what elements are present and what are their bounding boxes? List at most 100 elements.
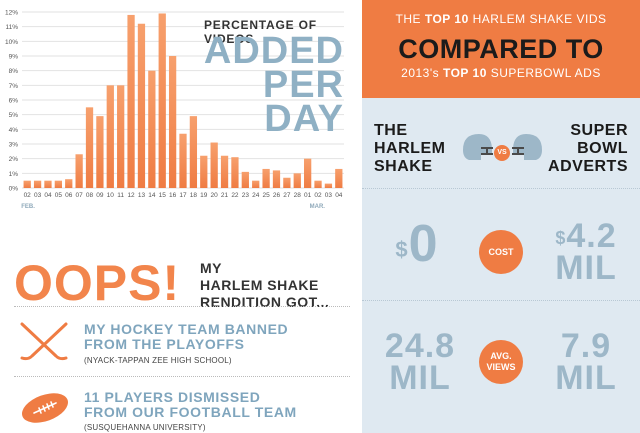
- right-views-unit: MIL: [555, 359, 617, 397]
- divider: [362, 300, 640, 301]
- x-tick-label: 02: [314, 192, 322, 199]
- x-tick-label: 22: [231, 192, 239, 199]
- x-tick-label: 15: [159, 192, 167, 199]
- bar-21-19: [220, 155, 229, 188]
- x-tick-label: 03: [34, 192, 42, 199]
- bar-05-3: [54, 180, 62, 188]
- x-tick-label: 06: [65, 192, 73, 199]
- oops-text: MY HARLEM SHAKE RENDITION GOT...: [200, 260, 350, 311]
- y-tick-label: 5%: [9, 112, 19, 119]
- x-tick-label: 02: [24, 192, 32, 199]
- item-1-subtitle: (NYACK-TAPPAN ZEE HIGH SCHOOL): [84, 356, 232, 365]
- right-team-line-3: ADVERTS: [548, 158, 628, 175]
- divider: [362, 188, 640, 189]
- item-2-subtitle: (SUSQUEHANNA UNIVERSITY): [84, 423, 206, 432]
- bar-14-12: [148, 70, 156, 188]
- bar-04-2: [44, 180, 52, 188]
- left-panel: 0% 1% 2% 3% 4% 5% 6% 7% 8% 9% 10% 11% 12% 02 03 04 05 06 0…: [4, 9, 350, 432]
- right-cost-unit: MIL: [555, 249, 617, 287]
- chart-title: PERCENTAGE OF VIDEOS: [204, 18, 317, 46]
- x-tick-label: 04: [44, 192, 52, 199]
- left-views-value: 24.8 MIL: [370, 327, 470, 397]
- divider: [14, 376, 350, 377]
- bar-03-29: [324, 183, 333, 188]
- oops-heading: OOPS!: [14, 255, 181, 311]
- x-tick-label: 03: [325, 192, 333, 199]
- left-team-line-1: THE: [374, 122, 408, 139]
- bar-02-28: [314, 180, 322, 188]
- header-line-3-bold: TOP 10: [442, 66, 487, 80]
- left-cost-symbol: $: [395, 237, 409, 262]
- chart-title-big: ADDED PER DAY: [174, 32, 344, 138]
- x-tick-label: 26: [273, 192, 281, 199]
- item-2-title: 11 PLAYERS DISMISSED FROM OUR FOOTBALL T…: [84, 390, 297, 420]
- oops-text-line-3: RENDITION GOT...: [200, 294, 330, 310]
- right-cost-symbol: $: [555, 228, 567, 248]
- oops-text-line-1: MY: [200, 260, 222, 276]
- x-tick-label: 04: [335, 192, 343, 199]
- bar-13-11: [137, 23, 146, 188]
- bar-17-15: [179, 133, 187, 188]
- x-tick-label: 24: [252, 192, 260, 199]
- left-views-number: 24.8: [384, 327, 456, 365]
- bar-22-20: [231, 157, 239, 188]
- header-line-3: 2013's TOP 10 SUPERBOWL ADS: [362, 66, 640, 80]
- views-badge-line-2: VIEWS: [486, 362, 516, 372]
- bar-24-22: [252, 180, 260, 188]
- item-1-title-line-1: MY HOCKEY TEAM BANNED: [84, 321, 289, 337]
- month-label: FEB.: [21, 204, 35, 210]
- x-tick-label: 18: [190, 192, 198, 199]
- x-tick-label: 09: [96, 192, 104, 199]
- x-tick-label: 20: [211, 192, 219, 199]
- hockey-sticks-icon: [20, 322, 68, 361]
- item-1-title: MY HOCKEY TEAM BANNED FROM THE PLAYOFFS: [84, 322, 288, 352]
- y-tick-label: 3%: [9, 142, 19, 149]
- bar-20-18: [210, 142, 218, 188]
- y-tick-label: 8%: [9, 68, 19, 75]
- bar-06-4: [65, 179, 73, 188]
- bar-03-1: [33, 180, 42, 188]
- header-line-3-post: SUPERBOWL ADS: [486, 66, 601, 80]
- football-icon: [22, 393, 68, 423]
- item-2-title-line-1: 11 PLAYERS DISMISSED: [84, 389, 261, 405]
- x-tick-label: 11: [117, 192, 124, 199]
- header-line-3-pre: 2013's: [401, 66, 443, 80]
- right-cost-number: 4.2: [566, 217, 617, 255]
- bar-27-25: [283, 177, 291, 188]
- left-cost-number: 0: [408, 215, 439, 273]
- header-line-1-bold: TOP 10: [424, 12, 469, 26]
- cost-badge: COST: [479, 230, 523, 274]
- y-tick-label: 10%: [5, 39, 18, 46]
- views-badge-line-1: AVG.: [490, 351, 512, 361]
- x-tick-label: 08: [86, 192, 94, 199]
- item-1-title-line-2: FROM THE PLAYOFFS: [84, 336, 245, 352]
- left-team-line-3: SHAKE: [374, 158, 433, 175]
- x-tick-label: 07: [76, 192, 84, 199]
- x-tick-label: 05: [55, 192, 63, 199]
- bar-07-5: [75, 154, 83, 188]
- left-team-line-2: HARLEM: [374, 140, 446, 157]
- left-views-unit: MIL: [389, 359, 451, 397]
- bar-19-17: [200, 155, 208, 188]
- x-tick-label: 21: [221, 192, 229, 199]
- x-tick-label: 17: [179, 192, 187, 199]
- bar-09-7: [96, 116, 104, 188]
- month-label: MAR.: [310, 204, 326, 210]
- x-tick-label: 19: [200, 192, 208, 199]
- y-tick-label: 6%: [9, 98, 19, 105]
- y-tick-label: 7%: [9, 83, 19, 90]
- x-tick-label: 27: [283, 192, 291, 199]
- bar-26-24: [272, 170, 281, 188]
- bar-01-27: [304, 158, 312, 188]
- right-views-value: 7.9 MIL: [538, 329, 634, 397]
- y-tick-label: 1%: [9, 171, 19, 178]
- bar-10-8: [106, 85, 114, 188]
- vs-badge: VS: [494, 145, 510, 161]
- item-2-title-line-2: FROM OUR FOOTBALL TEAM: [84, 404, 297, 420]
- right-team-line-2: BOWL: [577, 140, 628, 157]
- y-tick-label: 2%: [9, 156, 19, 163]
- bar-chart: 0%1%2%3%4%5%6%7%8%9%10%11%12%02 03 04 05 06 0…: [5, 10, 344, 210]
- views-badge: AVG. VIEWS: [479, 340, 523, 384]
- y-tick-label: 0%: [9, 186, 19, 193]
- y-tick-label: 12%: [5, 10, 18, 17]
